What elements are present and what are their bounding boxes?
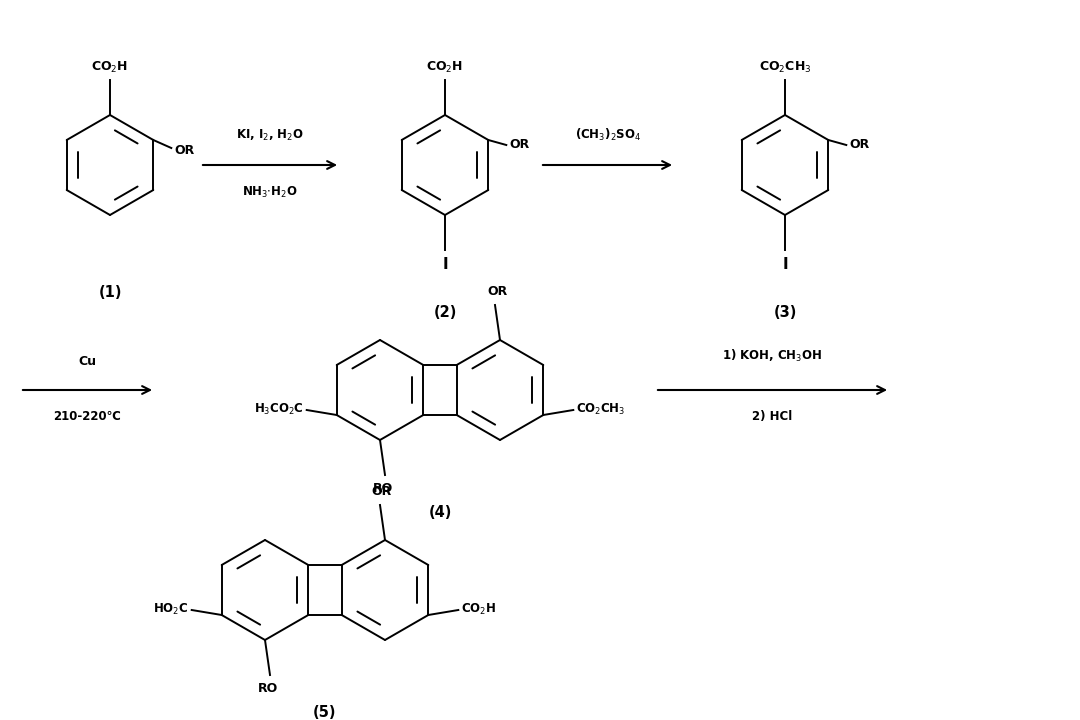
- Text: NH$_3$$\cdot$H$_2$O: NH$_3$$\cdot$H$_2$O: [242, 185, 298, 200]
- Text: RO: RO: [373, 482, 393, 495]
- Text: (CH$_3$)$_2$SO$_4$: (CH$_3$)$_2$SO$_4$: [575, 127, 640, 143]
- Text: OR: OR: [174, 143, 194, 156]
- Text: (4): (4): [429, 505, 451, 520]
- Text: OR: OR: [487, 285, 508, 298]
- Text: (5): (5): [313, 705, 337, 720]
- Text: 1) KOH, CH$_3$OH: 1) KOH, CH$_3$OH: [723, 348, 823, 364]
- Text: H$_3$CO$_2$C: H$_3$CO$_2$C: [254, 402, 303, 417]
- Text: I: I: [442, 257, 448, 272]
- Text: OR: OR: [510, 138, 529, 151]
- Text: Cu: Cu: [79, 355, 96, 368]
- Text: CO$_2$H: CO$_2$H: [92, 60, 129, 75]
- Text: (1): (1): [98, 285, 122, 300]
- Text: CO$_2$H: CO$_2$H: [461, 601, 497, 616]
- Text: RO: RO: [258, 682, 279, 695]
- Text: 210-220℃: 210-220℃: [54, 410, 121, 423]
- Text: CO$_2$CH$_3$: CO$_2$CH$_3$: [759, 60, 811, 75]
- Text: CO$_2$CH$_3$: CO$_2$CH$_3$: [577, 402, 625, 417]
- Text: KI, I$_2$, H$_2$O: KI, I$_2$, H$_2$O: [237, 128, 303, 143]
- Text: (2): (2): [433, 305, 457, 320]
- Text: 2) HCl: 2) HCl: [753, 410, 793, 423]
- Text: CO$_2$H: CO$_2$H: [427, 60, 463, 75]
- Text: HO$_2$C: HO$_2$C: [153, 601, 189, 616]
- Text: I: I: [782, 257, 787, 272]
- Text: OR: OR: [372, 485, 392, 498]
- Text: (3): (3): [773, 305, 797, 320]
- Text: OR: OR: [849, 138, 869, 151]
